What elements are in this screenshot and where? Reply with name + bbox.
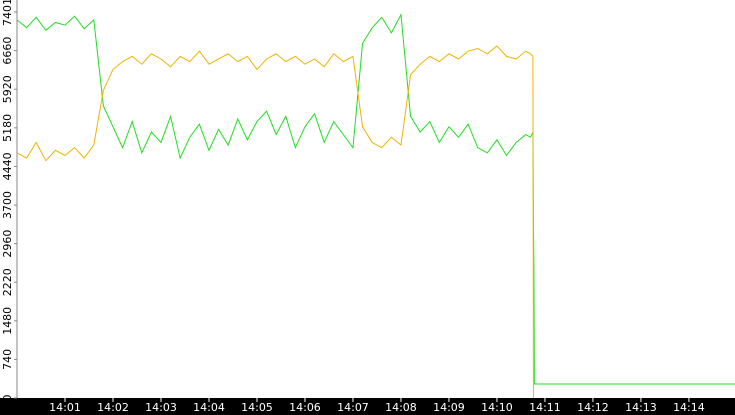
y-tick-label: 2220 — [1, 268, 14, 296]
x-tick-label: 14:01 — [49, 401, 81, 414]
x-tick-label: 14:14 — [673, 401, 705, 414]
x-tick-label: 14:07 — [337, 401, 369, 414]
y-tick-label: 4440 — [1, 152, 14, 180]
y-tick-label: 740 — [1, 349, 14, 370]
x-axis-band — [0, 398, 735, 415]
y-tick-label: 7401 — [1, 0, 14, 26]
y-tick-label: 5920 — [1, 75, 14, 103]
y-tick-label: 5180 — [1, 114, 14, 142]
x-tick-label: 14:05 — [241, 401, 273, 414]
x-tick-label: 14:10 — [481, 401, 513, 414]
series-line — [16, 45, 534, 399]
y-tick-label: 0 — [1, 395, 14, 402]
x-tick-label: 14:13 — [625, 401, 657, 414]
x-tick-label: 14:08 — [385, 401, 417, 414]
y-tick-label: 6660 — [1, 37, 14, 65]
x-tick-label: 14:03 — [145, 401, 177, 414]
x-tick-label: 14:09 — [433, 401, 465, 414]
y-tick-label: 3700 — [1, 191, 14, 219]
x-tick-label: 14:04 — [193, 401, 225, 414]
y-tick-label: 2960 — [1, 230, 14, 258]
y-tick-label: 1480 — [1, 307, 14, 335]
series-line — [16, 12, 735, 385]
x-tick-label: 14:06 — [289, 401, 321, 414]
x-tick-label: 14:12 — [577, 401, 609, 414]
x-tick-label: 14:11 — [529, 401, 561, 414]
x-tick-label: 14:02 — [97, 401, 129, 414]
